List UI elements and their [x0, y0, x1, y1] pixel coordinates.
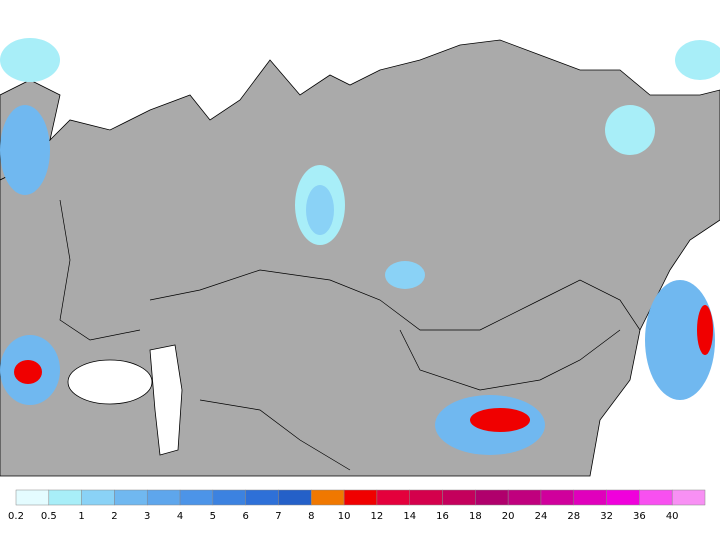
color-swatch: [146, 489, 181, 506]
black-sea: [67, 359, 153, 405]
legend-label: 24: [535, 511, 548, 522]
legend-label: 28: [567, 511, 580, 522]
color-swatch: [606, 489, 640, 506]
color-swatch: [507, 489, 542, 506]
legend-label: 2: [111, 511, 117, 522]
color-swatch: [573, 489, 607, 506]
color-swatch: [212, 489, 246, 506]
borders: [59, 199, 641, 471]
legend-label: 3: [144, 511, 150, 522]
color-swatch: [15, 489, 50, 506]
color-swatch: [245, 489, 279, 506]
color-swatch: [114, 489, 148, 506]
legend: 0.2 0.5 1 2 3 4 5 6 7 8 10 12 14 16 18 20 24 28 32 36 40: [8, 489, 706, 522]
legend-label: 8: [308, 511, 314, 522]
color-swatch: [179, 489, 214, 506]
color-swatch: [442, 489, 476, 506]
caspian-sea: [149, 344, 183, 456]
legend-label: 32: [600, 511, 613, 522]
legend-label: 16: [436, 511, 449, 522]
legend-label: 20: [502, 511, 515, 522]
legend-label: 14: [403, 511, 416, 522]
color-swatch: [540, 489, 575, 506]
color-swatch: [81, 489, 115, 506]
color-swatch: [311, 489, 345, 506]
legend-label: 5: [210, 511, 216, 522]
map: [0, 32, 720, 477]
color-swatch: [475, 489, 509, 506]
color-swatch: [48, 489, 82, 506]
legend-label: 6: [242, 511, 248, 522]
color-swatch: [343, 489, 378, 506]
color-swatch: [278, 489, 312, 506]
legend-label: 0.5: [41, 511, 57, 522]
legend-label: 40: [666, 511, 679, 522]
color-swatch: [671, 489, 706, 506]
legend-label: 18: [469, 511, 482, 522]
legend-label: 7: [275, 511, 281, 522]
legend-label: 1: [78, 511, 84, 522]
precipitation: [0, 38, 720, 455]
legend-label: 36: [633, 511, 646, 522]
legend-label: 4: [177, 511, 183, 522]
legend-label: 12: [371, 511, 384, 522]
legend-label: 0.2: [8, 511, 24, 522]
color-swatch: [376, 489, 410, 506]
color-swatch: [639, 489, 673, 506]
color-swatch: [409, 489, 443, 506]
legend-label: 10: [338, 511, 351, 522]
